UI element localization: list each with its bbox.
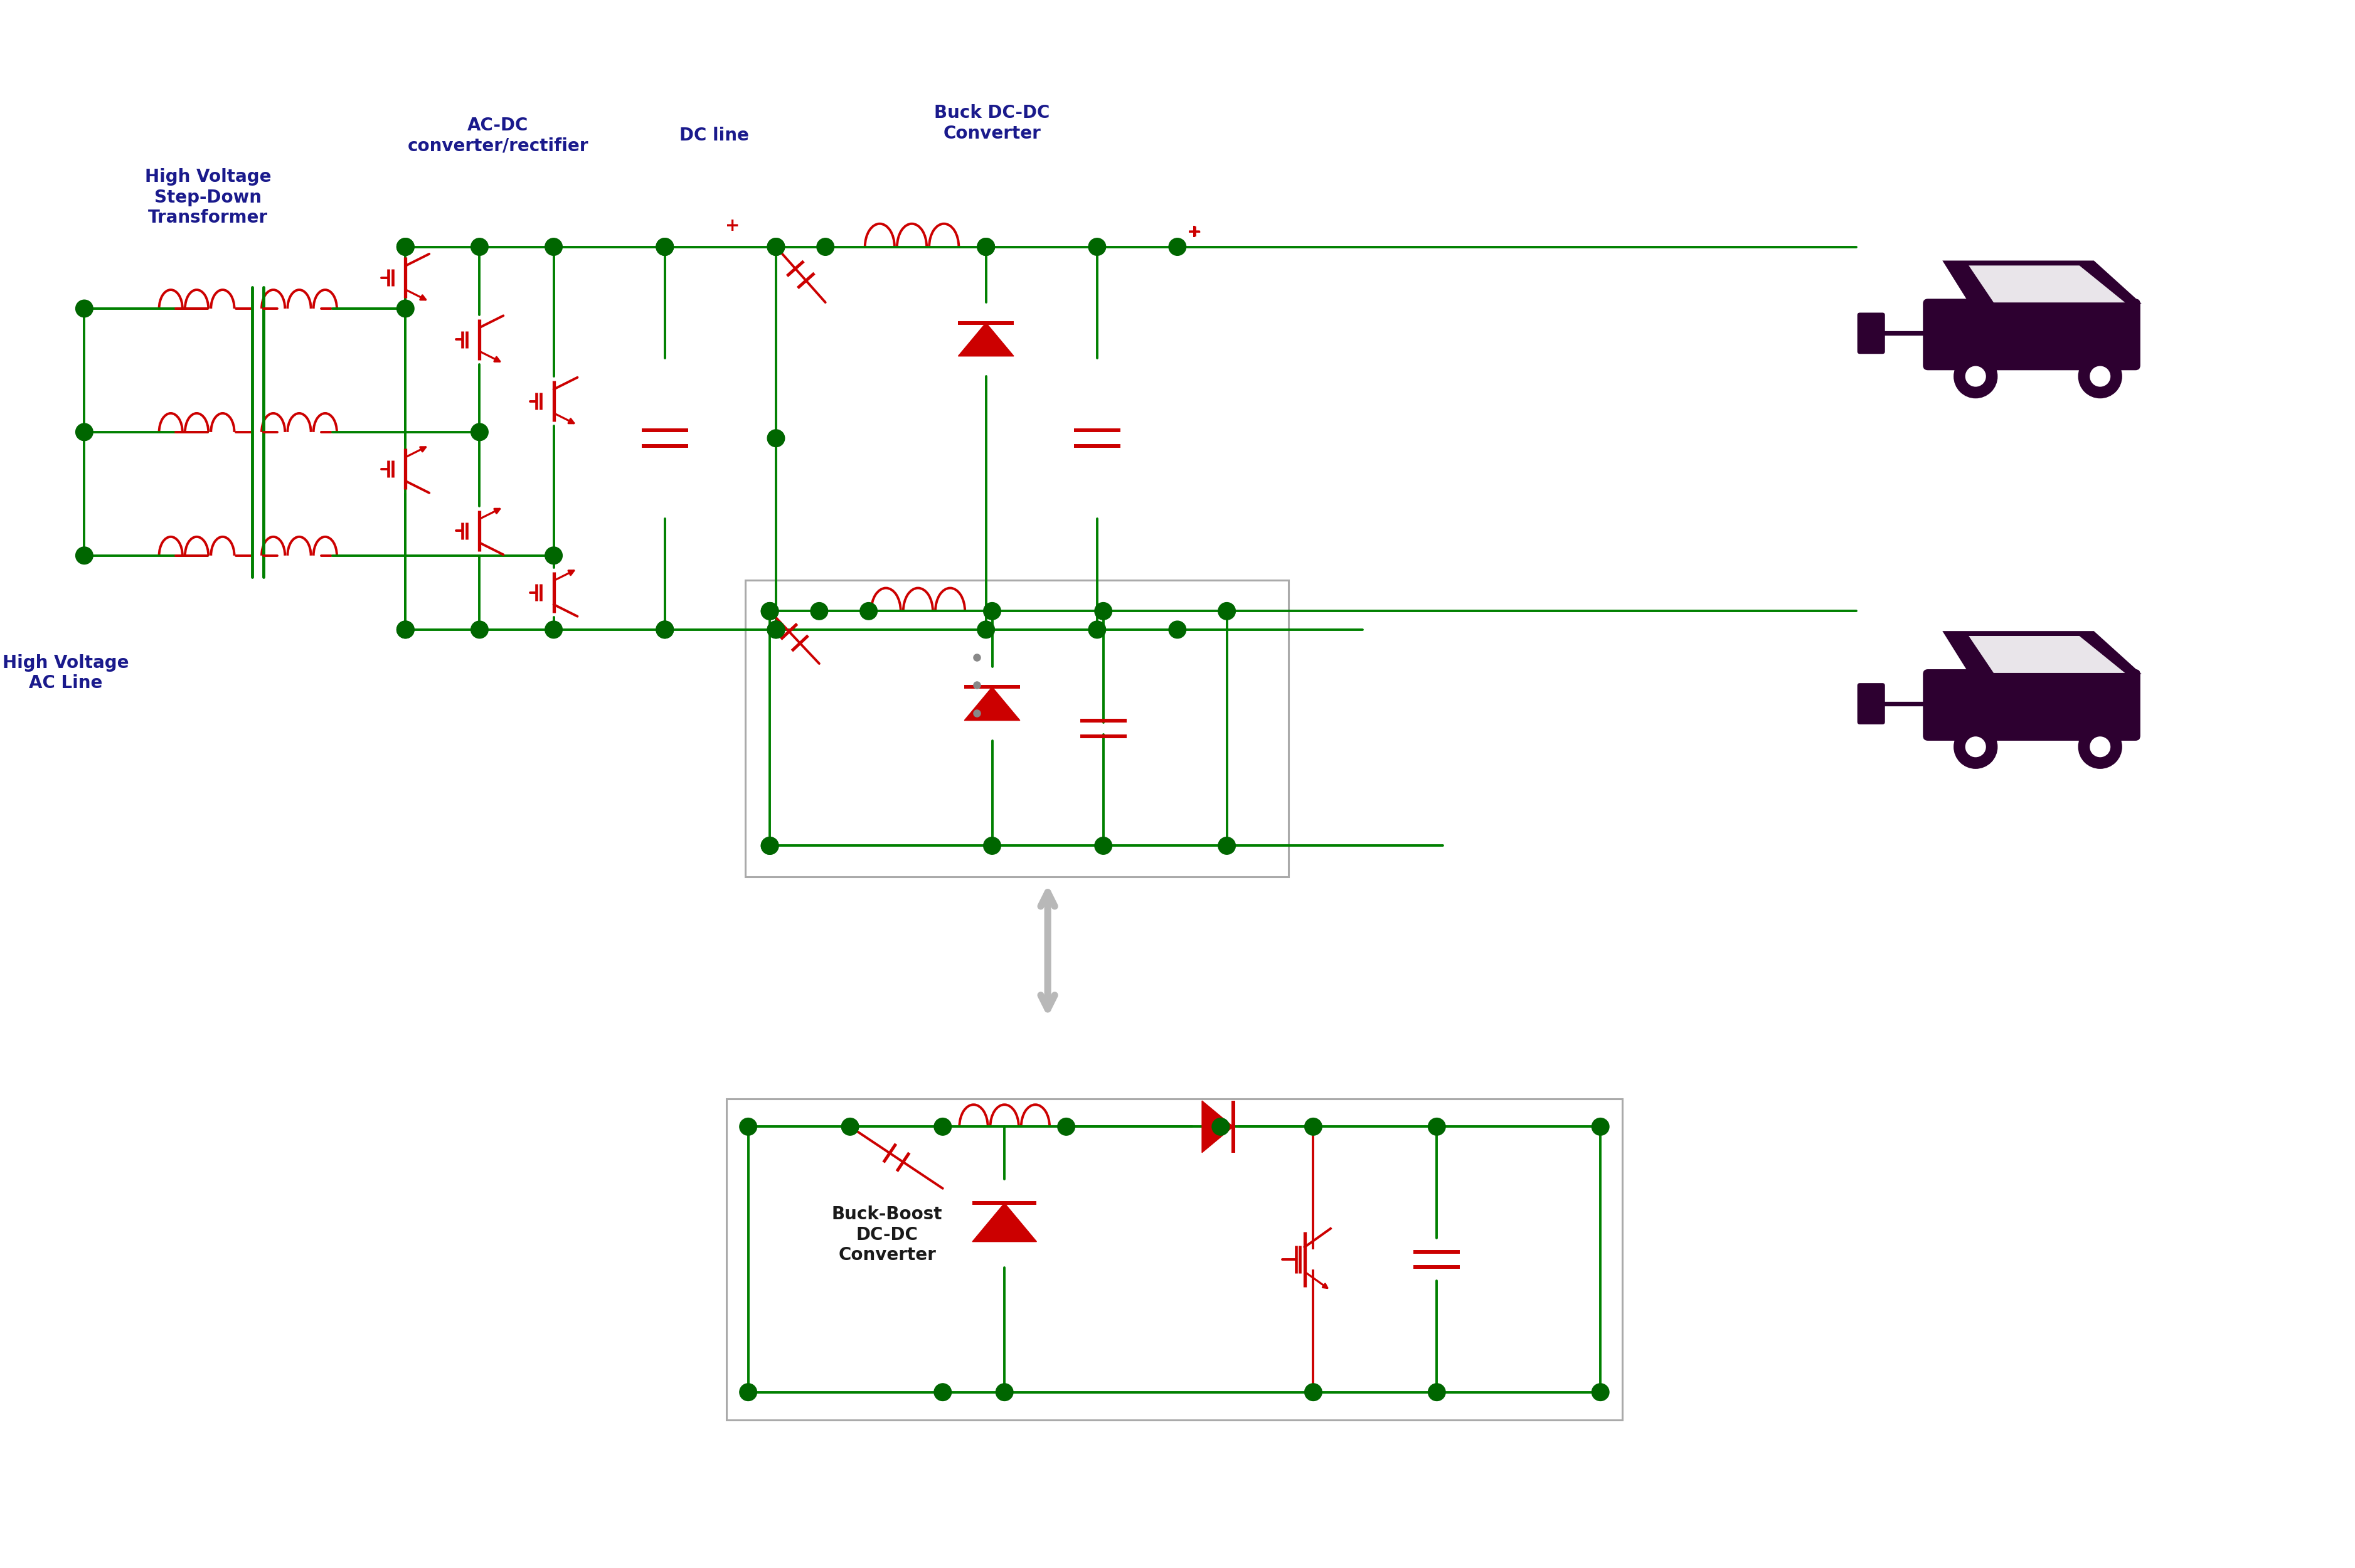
Circle shape	[935, 1383, 951, 1400]
Circle shape	[739, 1118, 756, 1135]
Polygon shape	[958, 323, 1013, 356]
Circle shape	[768, 238, 784, 256]
Circle shape	[768, 238, 784, 256]
Text: +: +	[725, 216, 739, 235]
Circle shape	[817, 238, 834, 256]
Circle shape	[768, 430, 784, 447]
Circle shape	[2077, 354, 2122, 398]
Circle shape	[657, 238, 674, 256]
FancyBboxPatch shape	[1922, 670, 2141, 740]
Circle shape	[761, 602, 777, 619]
Polygon shape	[973, 1203, 1036, 1242]
Circle shape	[841, 1118, 860, 1135]
Circle shape	[977, 238, 994, 256]
Circle shape	[471, 423, 487, 441]
Circle shape	[977, 621, 994, 638]
Circle shape	[1427, 1383, 1446, 1400]
Circle shape	[1213, 1118, 1229, 1135]
Circle shape	[860, 602, 876, 619]
Circle shape	[1088, 238, 1104, 256]
Circle shape	[1952, 724, 1997, 768]
Text: High Voltage
AC Line: High Voltage AC Line	[2, 654, 130, 691]
Text: DC line: DC line	[678, 127, 749, 144]
Circle shape	[1305, 1383, 1321, 1400]
Circle shape	[396, 238, 414, 256]
Text: Buck-Boost
DC-DC
Converter: Buck-Boost DC-DC Converter	[831, 1206, 942, 1264]
FancyBboxPatch shape	[1856, 684, 1884, 724]
Polygon shape	[1969, 637, 2124, 673]
Circle shape	[471, 621, 487, 638]
Circle shape	[1095, 602, 1112, 619]
Polygon shape	[1969, 265, 2124, 303]
FancyBboxPatch shape	[1922, 299, 2141, 370]
Circle shape	[75, 547, 92, 564]
Circle shape	[1964, 737, 1985, 757]
Bar	[744, 580, 1288, 877]
Circle shape	[1057, 1118, 1074, 1135]
Circle shape	[75, 299, 92, 317]
Circle shape	[984, 602, 1001, 619]
Circle shape	[1592, 1118, 1608, 1135]
Text: +: +	[1187, 223, 1201, 240]
Circle shape	[761, 837, 777, 855]
Circle shape	[544, 621, 563, 638]
Circle shape	[1168, 621, 1185, 638]
Circle shape	[1427, 1118, 1446, 1135]
Circle shape	[935, 1118, 951, 1135]
Circle shape	[739, 1383, 756, 1400]
Circle shape	[1305, 1118, 1321, 1135]
Polygon shape	[963, 687, 1020, 720]
Circle shape	[1088, 621, 1104, 638]
Circle shape	[544, 547, 563, 564]
Circle shape	[761, 837, 777, 855]
Polygon shape	[1201, 1101, 1232, 1152]
Text: AC-DC
converter/rectifier: AC-DC converter/rectifier	[407, 116, 589, 155]
Text: +: +	[1189, 224, 1201, 240]
Circle shape	[768, 621, 784, 638]
Circle shape	[977, 238, 994, 256]
Circle shape	[396, 299, 414, 317]
Circle shape	[1095, 837, 1112, 855]
Circle shape	[1218, 837, 1234, 855]
Bar	[725, 1099, 1623, 1421]
Text: Buck DC-DC
Converter: Buck DC-DC Converter	[935, 105, 1050, 143]
Circle shape	[544, 238, 563, 256]
Circle shape	[657, 621, 674, 638]
Circle shape	[396, 621, 414, 638]
Circle shape	[761, 602, 777, 619]
Circle shape	[1952, 354, 1997, 398]
Circle shape	[1168, 238, 1185, 256]
Circle shape	[471, 238, 487, 256]
Polygon shape	[1943, 260, 2141, 304]
Circle shape	[75, 423, 92, 441]
Circle shape	[396, 238, 414, 256]
Circle shape	[396, 621, 414, 638]
FancyBboxPatch shape	[1856, 312, 1884, 354]
Circle shape	[984, 837, 1001, 855]
Polygon shape	[1943, 630, 2141, 674]
Circle shape	[2089, 737, 2110, 757]
Circle shape	[1964, 365, 1985, 387]
Text: High Voltage
Step-Down
Transformer: High Voltage Step-Down Transformer	[144, 168, 271, 226]
Circle shape	[810, 602, 827, 619]
Circle shape	[1218, 602, 1234, 619]
Circle shape	[2089, 365, 2110, 387]
Circle shape	[657, 238, 674, 256]
Circle shape	[1592, 1383, 1608, 1400]
Circle shape	[657, 621, 674, 638]
Circle shape	[996, 1383, 1013, 1400]
Circle shape	[2077, 724, 2122, 768]
Circle shape	[768, 621, 784, 638]
